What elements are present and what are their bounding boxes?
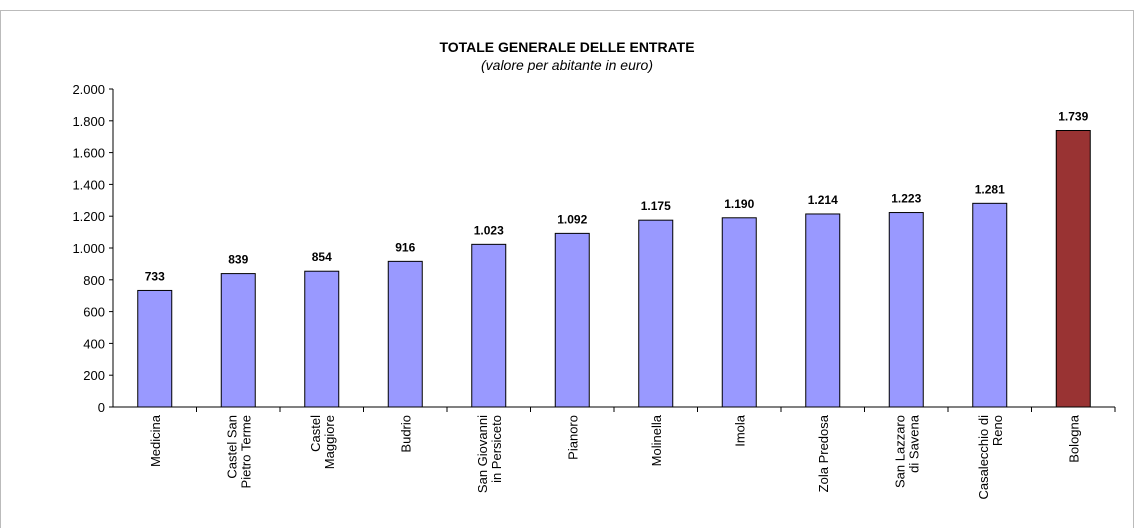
bar xyxy=(387,260,423,408)
chart-title: TOTALE GENERALE DELLE ENTRATE xyxy=(439,39,694,55)
value-label: 916 xyxy=(395,240,415,254)
bar xyxy=(805,213,841,408)
y-tick-label: 1.200 xyxy=(72,209,105,224)
bar xyxy=(220,273,256,408)
value-label: 854 xyxy=(312,250,332,264)
y-tick-label: 2.000 xyxy=(72,82,105,97)
x-tick-label: Castel SanPietro Terme xyxy=(224,415,253,488)
value-label: 1.175 xyxy=(641,199,671,213)
y-tick-label: 200 xyxy=(83,368,105,383)
bar xyxy=(137,289,173,408)
y-tick-label: 0 xyxy=(98,400,105,415)
x-tick-label: Pianoro xyxy=(565,415,580,460)
x-tick-label: San Lazzarodi Savena xyxy=(892,414,921,488)
bar xyxy=(304,270,340,408)
y-tick-label: 400 xyxy=(83,336,105,351)
bar xyxy=(471,243,507,408)
value-label: 839 xyxy=(228,253,248,267)
y-tick-label: 1.400 xyxy=(72,177,105,192)
x-tick-label: CastelMaggiore xyxy=(308,415,337,469)
bar xyxy=(972,202,1008,408)
value-label: 1.214 xyxy=(808,193,838,207)
value-label: 733 xyxy=(145,269,165,283)
value-label: 1.281 xyxy=(975,182,1005,196)
bar xyxy=(1055,129,1091,408)
bar xyxy=(888,212,924,408)
bar xyxy=(638,219,674,408)
value-label: 1.023 xyxy=(474,223,504,237)
y-tick-label: 1.600 xyxy=(72,146,105,161)
chart-subtitle: (valore per abitante in euro) xyxy=(481,57,653,73)
x-tick-label: Medicina xyxy=(148,414,163,467)
value-label: 1.223 xyxy=(891,192,921,206)
y-tick-label: 1.800 xyxy=(72,114,105,129)
value-label: 1.739 xyxy=(1058,109,1088,123)
y-tick-label: 800 xyxy=(83,273,105,288)
x-tick-label: Molinella xyxy=(649,414,664,466)
x-tick-label: Bologna xyxy=(1066,414,1081,462)
bar xyxy=(721,217,757,408)
x-tick-label: Casalecchio diReno xyxy=(976,415,1005,500)
bar xyxy=(554,232,590,408)
x-tick-label: Imola xyxy=(732,414,747,447)
y-tick-label: 600 xyxy=(83,305,105,320)
x-tick-label: Budrio xyxy=(398,415,413,453)
y-tick-label: 1.000 xyxy=(72,241,105,256)
value-label: 1.190 xyxy=(724,197,754,211)
value-label: 1.092 xyxy=(557,212,587,226)
x-tick-label: Zola Predosa xyxy=(816,414,831,492)
x-tick-label: San Giovanniin Persiceto xyxy=(475,415,504,493)
